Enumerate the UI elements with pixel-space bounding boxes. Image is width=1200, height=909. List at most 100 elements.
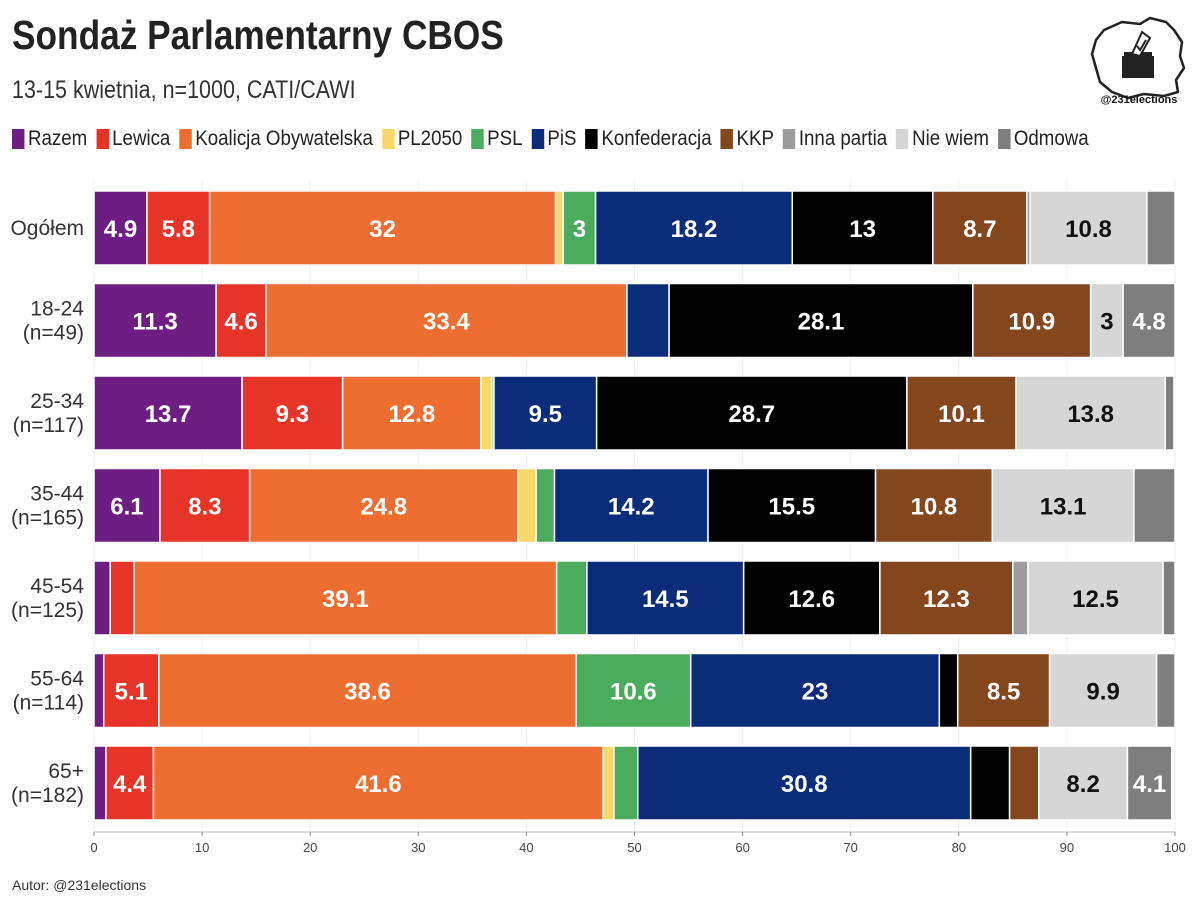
data-label: 5.1 xyxy=(115,679,148,706)
data-label: 12.8 xyxy=(388,401,435,428)
data-label: 9.9 xyxy=(1086,679,1119,706)
bar-segment xyxy=(969,745,1011,821)
bar-segment xyxy=(480,375,493,451)
bar-segment xyxy=(93,560,111,636)
row-label-line: 18-24 xyxy=(30,298,84,321)
data-label: 24.8 xyxy=(360,494,407,521)
row-label: Ogółem xyxy=(10,217,84,240)
data-label: 4.9 xyxy=(104,216,137,243)
row-label-line: 65+ xyxy=(48,760,84,783)
legend-label: Koalicja Obywatelska xyxy=(195,127,373,150)
data-label: 3 xyxy=(573,216,586,243)
bar-segment xyxy=(586,560,745,636)
data-label: 4.6 xyxy=(224,309,257,336)
data-label: 4.1 xyxy=(1133,771,1166,798)
legend-item: PL2050 xyxy=(381,127,462,151)
bar-segment xyxy=(1008,745,1040,821)
page-title: Sondaż Parlamentarny CBOS xyxy=(12,12,504,58)
legend-item: Inna partia xyxy=(782,127,888,151)
legend-label: PiS xyxy=(547,127,577,150)
legend-label: PSL xyxy=(487,127,523,150)
row-label-line: 35-44 xyxy=(30,483,84,506)
row-label-line: (n=117) xyxy=(13,414,84,437)
data-label: 13 xyxy=(849,216,876,243)
data-label: 12.6 xyxy=(788,586,835,613)
x-tick-label: 10 xyxy=(195,840,209,855)
bar-segment xyxy=(517,467,537,544)
data-label: 41.6 xyxy=(355,771,402,798)
bar-segment xyxy=(158,652,577,729)
bar-segment xyxy=(93,375,243,451)
data-label: 9.5 xyxy=(529,401,562,428)
x-tick-label: 0 xyxy=(90,840,97,855)
data-label: 32 xyxy=(369,216,396,243)
legend-swatch xyxy=(720,129,733,149)
logo-handle: @231elections xyxy=(1100,94,1178,106)
legend-item: Konfederacja xyxy=(585,127,712,151)
data-label: 14.5 xyxy=(642,586,689,613)
legend-swatch xyxy=(782,129,796,149)
bar-segment xyxy=(689,652,941,729)
x-tick-label: 30 xyxy=(411,840,425,855)
data-label: 9.3 xyxy=(276,401,309,428)
data-label: 8.7 xyxy=(963,216,996,243)
bar-segment xyxy=(93,190,148,266)
bar-segment xyxy=(1126,745,1173,821)
row-label: 55-64 (n=114) xyxy=(13,668,85,715)
bar-segment xyxy=(1155,652,1176,729)
legend-label: Inna partia xyxy=(798,127,888,150)
data-label: 3 xyxy=(1100,309,1113,336)
row-label-line: 45-54 xyxy=(30,575,84,598)
legend-swatch xyxy=(96,129,109,149)
bar-segment xyxy=(1089,282,1124,359)
bar-segment xyxy=(152,745,604,821)
x-tick-label: 40 xyxy=(519,840,533,855)
bar-segment xyxy=(991,467,1135,544)
page-subtitle: 13-15 kwietnia, n=1000, CATI/CAWI xyxy=(12,76,356,104)
bar-segment xyxy=(133,560,558,636)
legend-swatch xyxy=(179,129,192,149)
legend-label: KKP xyxy=(736,127,774,150)
bar-segment xyxy=(105,745,155,821)
bar-segment xyxy=(93,652,105,729)
bar-segment xyxy=(932,190,1028,266)
stacked-bar-chart: Ogółem 4.9 5.8 32 3 18.2 13 8.7 10.818-24 (n=49) 1… xyxy=(10,180,1186,855)
legend-label: Razem xyxy=(28,127,88,150)
x-tick-label: 90 xyxy=(1060,840,1074,855)
data-label: 10.9 xyxy=(1008,309,1055,336)
bar-segment xyxy=(1048,652,1158,729)
x-tick-label: 60 xyxy=(735,840,749,855)
legend-swatch xyxy=(896,129,909,149)
row-label-line: (n=165) xyxy=(11,507,84,530)
legend-swatch xyxy=(531,129,544,149)
data-label: 4.8 xyxy=(1132,309,1165,336)
bar-segment xyxy=(265,282,628,359)
legend-item: KKP xyxy=(720,127,774,151)
data-label: 5.8 xyxy=(162,216,195,243)
bar-segment xyxy=(602,745,615,821)
bar-segment xyxy=(1133,467,1176,544)
legend-label: Lewica xyxy=(112,127,171,150)
data-label: 12.3 xyxy=(923,586,970,613)
data-label: 8.5 xyxy=(987,679,1020,706)
legend-swatch xyxy=(585,129,598,149)
row-label: 35-44 (n=165) xyxy=(11,483,84,530)
bar-segment xyxy=(874,467,994,544)
bar-segment xyxy=(248,467,519,544)
data-label: 18.2 xyxy=(671,216,718,243)
data-label: 4.4 xyxy=(113,771,147,798)
x-tick-label: 100 xyxy=(1164,840,1186,855)
bar-segment xyxy=(879,560,1014,636)
bar-segment xyxy=(1122,282,1176,359)
legend-item: PiS xyxy=(531,127,577,151)
bar-segment xyxy=(208,190,557,266)
data-label: 28.1 xyxy=(798,309,845,336)
bar-segment xyxy=(626,282,670,359)
row-label-line: (n=114) xyxy=(13,692,84,715)
bar-segment xyxy=(636,745,972,821)
bar-segment xyxy=(93,745,107,821)
row-label: 25-34 (n=117) xyxy=(13,390,85,437)
data-label: 10.8 xyxy=(1065,216,1112,243)
bar-segment xyxy=(535,467,556,544)
legend-label: Nie wiem xyxy=(912,127,989,150)
